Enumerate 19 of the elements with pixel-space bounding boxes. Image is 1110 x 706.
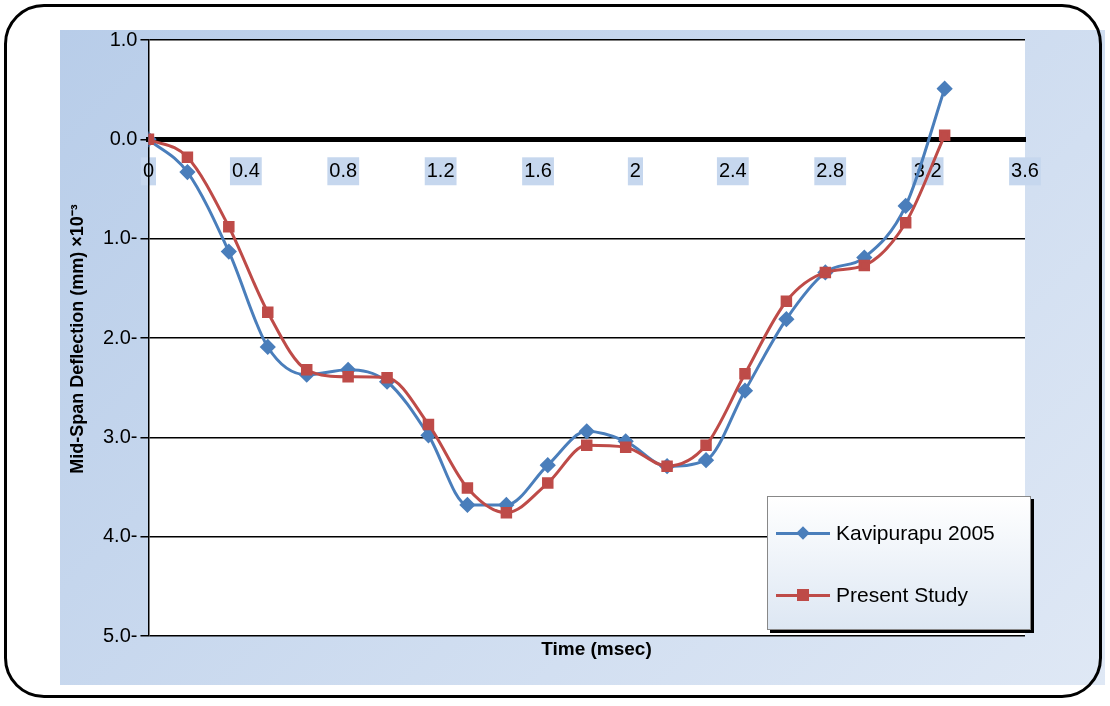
y-axis-title: Mid-Span Deflection (mm) ×10⁻³	[66, 204, 88, 474]
legend-label: Kavipurapu 2005	[836, 521, 995, 545]
y-tick-label: 3.0-	[102, 424, 138, 447]
y-tick-label: 1.0-	[102, 226, 138, 249]
y-tick-label: 5.0-	[102, 623, 138, 646]
y-tick-label: 1.0	[109, 27, 138, 50]
x-tick-label: 3.6	[1011, 158, 1039, 181]
x-tick-label: 0.8	[329, 158, 358, 181]
legend-label: Present Study	[836, 583, 968, 607]
x-tick-label: 0.4	[231, 158, 260, 181]
x-tick-label: 2.4	[718, 158, 747, 181]
x-axis-title: Time (msec)	[540, 638, 653, 660]
x-tick-label: 2	[629, 158, 641, 181]
x-tick-label: 2.8	[816, 158, 845, 181]
x-tick-label: 1.6	[524, 158, 552, 181]
x-tick-label: 1.2	[426, 158, 455, 181]
y-tick-label: 4.0-	[102, 524, 138, 547]
y-tick-label: 2.0-	[102, 325, 138, 348]
y-tick-label: 0.0	[109, 126, 138, 149]
